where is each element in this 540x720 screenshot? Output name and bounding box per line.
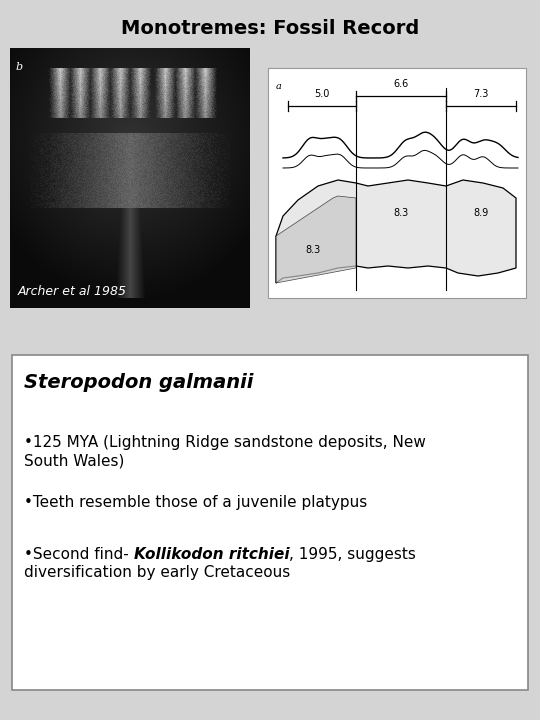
Text: Kollikodon ritchiei: Kollikodon ritchiei xyxy=(133,547,289,562)
Text: •Teeth resemble those of a juvenile platypus: •Teeth resemble those of a juvenile plat… xyxy=(24,495,367,510)
Text: diversification by early Cretaceous: diversification by early Cretaceous xyxy=(24,565,291,580)
FancyBboxPatch shape xyxy=(268,68,526,298)
Text: •Second find-: •Second find- xyxy=(24,547,133,562)
Text: a: a xyxy=(276,82,282,91)
Text: b: b xyxy=(16,62,23,72)
Polygon shape xyxy=(276,180,516,283)
Text: 8.9: 8.9 xyxy=(474,208,489,218)
Text: , 1995, suggests: , 1995, suggests xyxy=(289,547,416,562)
Text: 8.3: 8.3 xyxy=(306,245,321,255)
Text: Steropodon galmanii: Steropodon galmanii xyxy=(24,373,253,392)
Polygon shape xyxy=(276,196,356,283)
Text: 6.6: 6.6 xyxy=(393,79,409,89)
Text: South Wales): South Wales) xyxy=(24,453,124,468)
Text: Monotremes: Fossil Record: Monotremes: Fossil Record xyxy=(121,19,419,37)
FancyBboxPatch shape xyxy=(12,355,528,690)
Text: 7.3: 7.3 xyxy=(474,89,489,99)
Text: •125 MYA (Lightning Ridge sandstone deposits, New: •125 MYA (Lightning Ridge sandstone depo… xyxy=(24,435,426,450)
Text: 8.3: 8.3 xyxy=(393,208,409,218)
Text: 5.0: 5.0 xyxy=(314,89,330,99)
Text: Archer et al 1985: Archer et al 1985 xyxy=(18,285,127,298)
